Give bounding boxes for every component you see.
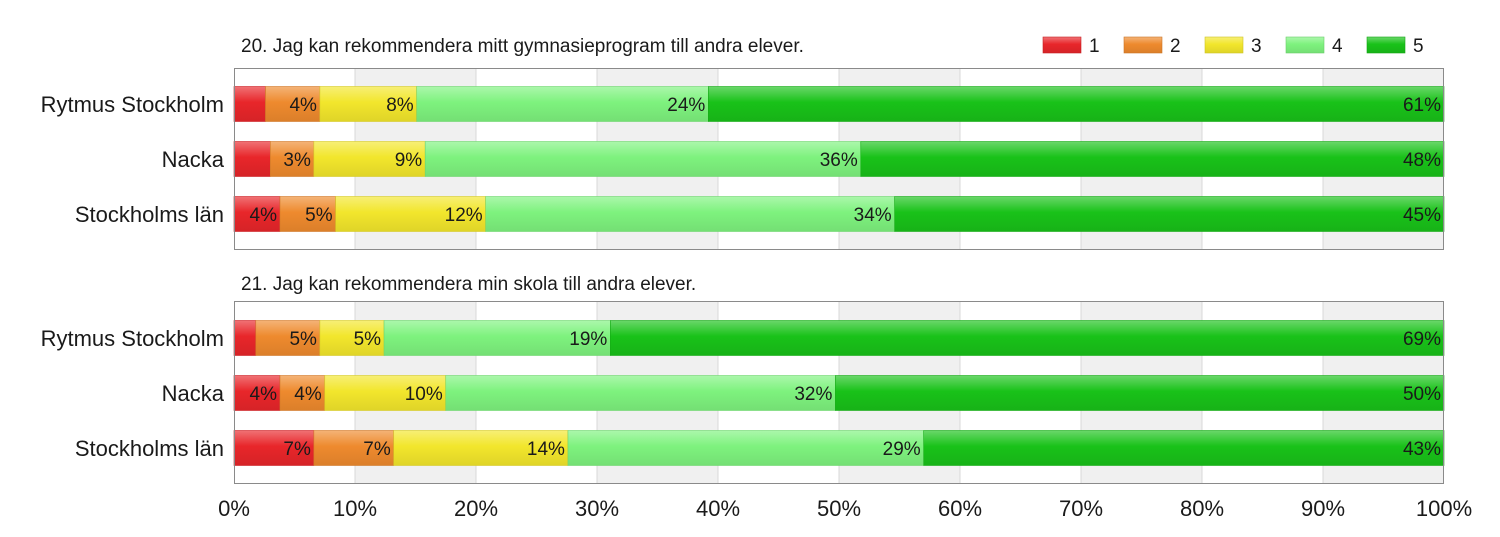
bar-segment-5	[923, 430, 1445, 466]
category-label: Nacka	[162, 381, 225, 406]
legend-swatch	[1123, 36, 1163, 54]
legend-label: 5	[1413, 36, 1424, 57]
data-label: 4%	[289, 95, 317, 116]
plot-frame	[234, 68, 1444, 250]
plot-frame	[234, 301, 1444, 484]
legend-item-2: 2	[1123, 36, 1181, 57]
bar-segment-3	[319, 86, 418, 122]
data-label: 14%	[527, 439, 565, 460]
data-label: 4%	[250, 205, 278, 226]
data-label: 50%	[1403, 384, 1441, 405]
x-axis: 0% 10% 20% 30% 40% 50% 60% 70% 80% 90% 100%	[218, 496, 1472, 521]
data-label: 19%	[569, 329, 607, 350]
data-label: 3%	[283, 150, 311, 171]
legend-item-3: 3	[1204, 36, 1262, 57]
panel-2: 21. Jag kan rekommendera min skola till …	[41, 274, 1445, 484]
bar-segment-1	[233, 430, 315, 466]
data-label: 24%	[667, 95, 705, 116]
data-label: 4%	[250, 384, 278, 405]
bar-segment-5	[860, 141, 1445, 177]
data-label: 34%	[854, 205, 892, 226]
legend-swatch	[1042, 36, 1082, 54]
bar-segment-4	[424, 141, 862, 177]
data-label: 43%	[1403, 439, 1441, 460]
x-tick-label: 40%	[696, 496, 740, 521]
bar-segment-2	[269, 141, 315, 177]
data-label: 61%	[1403, 95, 1441, 116]
data-label: 32%	[794, 384, 832, 405]
data-label: 4%	[294, 384, 322, 405]
legend-label: 4	[1332, 36, 1343, 57]
x-tick-label: 20%	[454, 496, 498, 521]
data-label: 10%	[405, 384, 443, 405]
bar-segment-4	[485, 196, 895, 232]
x-tick-label: 10%	[333, 496, 377, 521]
data-label: 48%	[1403, 150, 1441, 171]
category-label: Nacka	[162, 147, 225, 172]
category-label: Rytmus Stockholm	[41, 92, 224, 117]
panel-title: 20. Jag kan rekommendera mitt gymnasiepr…	[241, 36, 804, 57]
category-label: Rytmus Stockholm	[41, 326, 224, 351]
data-label: 12%	[445, 205, 483, 226]
data-label: 5%	[305, 205, 333, 226]
x-tick-label: 30%	[575, 496, 619, 521]
legend-item-1: 1	[1042, 36, 1100, 57]
legend-swatch	[1366, 36, 1406, 54]
bar-segment-5	[894, 196, 1445, 232]
data-label: 5%	[354, 329, 382, 350]
bar-segment-5	[835, 375, 1445, 411]
legend-item-5: 5	[1366, 36, 1424, 57]
legend-swatch	[1204, 36, 1244, 54]
bar-segment-3	[313, 141, 426, 177]
legend: 1 2 3 4 5	[1042, 36, 1424, 57]
data-label: 69%	[1403, 329, 1441, 350]
data-label: 9%	[395, 150, 423, 171]
category-label: Stockholms län	[75, 202, 224, 227]
x-tick-label: 0%	[218, 496, 250, 521]
bar-segment-1	[233, 86, 266, 122]
bar-segment-1	[233, 141, 271, 177]
bar-segment-3	[324, 375, 447, 411]
bar-segment-2	[255, 320, 321, 356]
data-label: 36%	[820, 150, 858, 171]
x-tick-label: 50%	[817, 496, 861, 521]
x-tick-label: 90%	[1301, 496, 1345, 521]
x-tick-label: 100%	[1416, 496, 1472, 521]
category-label: Stockholms län	[75, 436, 224, 461]
data-label: 7%	[283, 439, 311, 460]
bar-segment-4	[567, 430, 925, 466]
bar-segment-4	[416, 86, 709, 122]
bar-segment-1	[233, 375, 281, 411]
data-label: 29%	[883, 439, 921, 460]
x-tick-label: 60%	[938, 496, 982, 521]
chart-panels: 20. Jag kan rekommendera mitt gymnasiepr…	[41, 36, 1445, 484]
panel-1: 20. Jag kan rekommendera mitt gymnasiepr…	[41, 36, 1445, 250]
bar-segment-4	[383, 320, 611, 356]
bar-segment-2	[279, 375, 326, 411]
legend-label: 2	[1170, 36, 1181, 57]
x-tick-label: 80%	[1180, 496, 1224, 521]
data-label: 8%	[386, 95, 414, 116]
bar-segment-5	[610, 320, 1445, 356]
bar-segment-3	[335, 196, 486, 232]
bar-segment-5	[708, 86, 1445, 122]
legend-label: 3	[1251, 36, 1262, 57]
legend-item-4: 4	[1285, 36, 1343, 57]
legend-label: 1	[1089, 36, 1100, 57]
x-tick-label: 70%	[1059, 496, 1103, 521]
data-label: 7%	[363, 439, 391, 460]
panel-title: 21. Jag kan rekommendera min skola till …	[241, 274, 696, 295]
bar-segment-4	[445, 375, 836, 411]
legend-swatch	[1285, 36, 1325, 54]
bar-segment-1	[233, 196, 281, 232]
bar-segment-3	[393, 430, 569, 466]
bar-segment-2	[279, 196, 336, 232]
data-label: 45%	[1403, 205, 1441, 226]
bar-segment-1	[233, 320, 257, 356]
data-label: 5%	[289, 329, 317, 350]
